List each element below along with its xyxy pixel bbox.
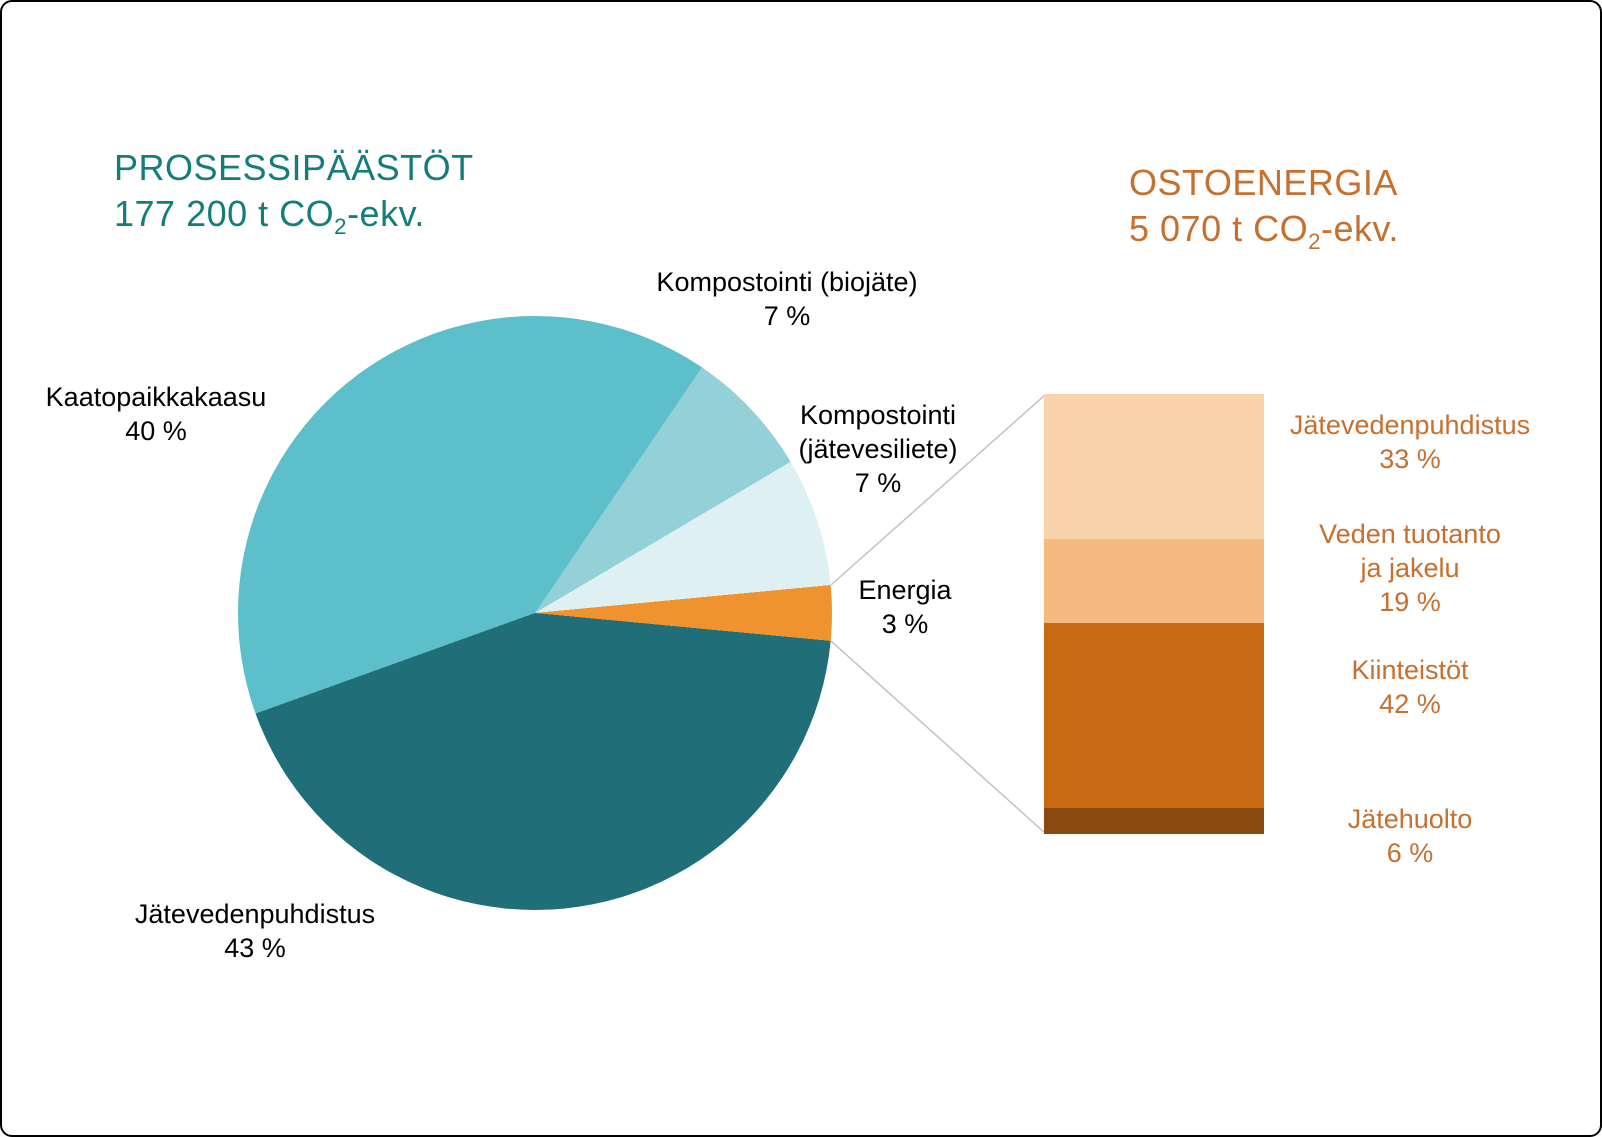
segment-label: Veden tuotanto xyxy=(1319,519,1501,549)
pie-section-title: PROSESSIPÄÄSTÖT 177 200 t CO2-ekv. xyxy=(114,145,474,250)
bar-segment xyxy=(1044,622,1264,808)
slice-percent: 7 % xyxy=(854,468,902,498)
bar-title-total: 5 070 t CO2-ekv. xyxy=(1129,208,1399,255)
bar-title-text: OSTOENERGIA xyxy=(1129,162,1398,203)
pie-title-text: PROSESSIPÄÄSTÖT xyxy=(114,147,474,188)
bar-label-jatevedenpuhdistus: Jätevedenpuhdistus 33 % xyxy=(1290,408,1530,476)
bar-segment xyxy=(1044,807,1264,834)
bar-segment xyxy=(1044,539,1264,623)
co2-subscript: 2 xyxy=(334,214,348,240)
bar-section-title: OSTOENERGIA 5 070 t CO2-ekv. xyxy=(1129,160,1399,265)
co2-subscript: 2 xyxy=(1308,229,1322,255)
pie-label-kompostointi-biojate: Kompostointi (biojäte) 7 % xyxy=(656,265,917,333)
slice-label: Kaatopaikkakaasu xyxy=(45,382,267,412)
slice-percent: 43 % xyxy=(224,933,286,963)
slice-label: Kompostointi (biojäte) xyxy=(656,267,918,297)
pie-title-total: 177 200 t CO2-ekv. xyxy=(114,193,425,240)
slice-label: Kompostointi xyxy=(799,400,957,430)
connector-line-top xyxy=(830,394,1046,586)
slice-label: (jätevesiliete) xyxy=(798,434,958,464)
stacked-bar-chart xyxy=(1044,394,1264,834)
connector-line-bottom xyxy=(830,640,1046,834)
bar-label-kiinteistot: Kiinteistöt 42 % xyxy=(1351,653,1468,721)
segment-label: ja jakelu xyxy=(1360,553,1460,583)
pie-label-jatevedenpuhdistus: Jätevedenpuhdistus 43 % xyxy=(135,897,375,965)
pie-label-kompostointi-jatevesiliete: Kompostointi (jätevesiliete) 7 % xyxy=(798,398,957,500)
slice-label: Energia xyxy=(858,575,952,605)
segment-label: Jätevedenpuhdistus xyxy=(1289,410,1531,440)
segment-label: Jätehuolto xyxy=(1347,804,1473,834)
bar-segment xyxy=(1044,394,1264,540)
pie-label-kaatopaikkakaasu: Kaatopaikkakaasu 40 % xyxy=(46,380,267,448)
slice-percent: 40 % xyxy=(125,416,187,446)
bar-label-jatehuolto: Jätehuolto 6 % xyxy=(1348,802,1473,870)
bar-label-veden-tuotanto-ja-jakelu: Veden tuotanto ja jakelu 19 % xyxy=(1319,517,1501,619)
slice-label: Jätevedenpuhdistus xyxy=(134,899,376,929)
slice-percent: 7 % xyxy=(763,301,811,331)
segment-percent: 19 % xyxy=(1379,587,1441,617)
segment-percent: 6 % xyxy=(1386,838,1434,868)
segment-percent: 33 % xyxy=(1379,444,1441,474)
slice-percent: 3 % xyxy=(881,609,929,639)
pie-label-energia: Energia 3 % xyxy=(858,573,951,641)
pie-chart xyxy=(238,316,832,910)
segment-percent: 42 % xyxy=(1379,689,1441,719)
segment-label: Kiinteistöt xyxy=(1351,655,1469,685)
